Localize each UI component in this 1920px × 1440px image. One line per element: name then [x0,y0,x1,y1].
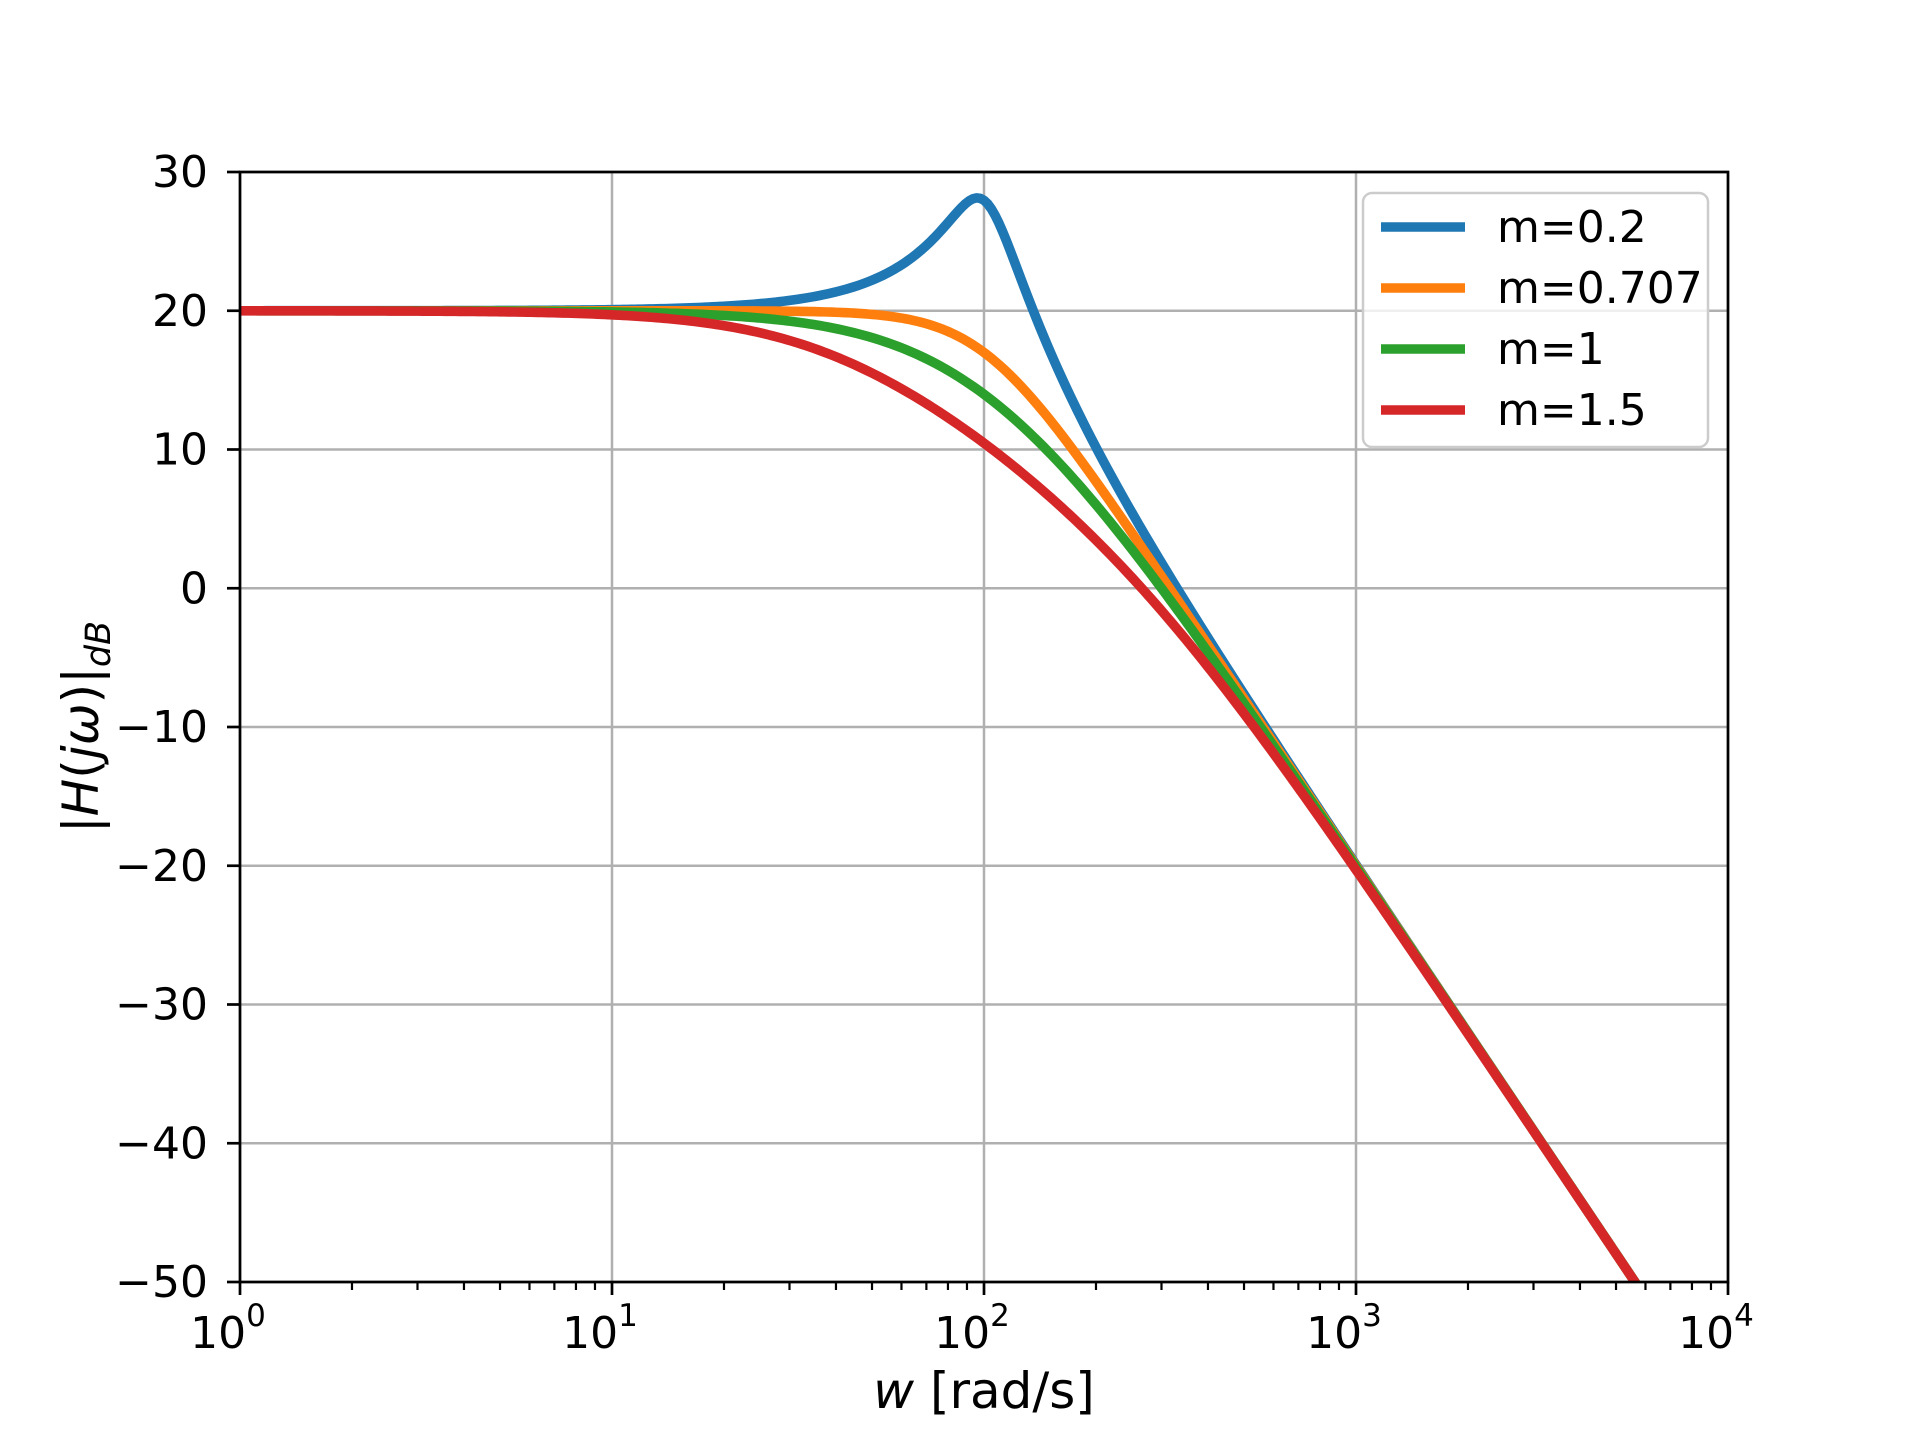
x-tick-label: 100 [190,1298,266,1359]
legend-label-m-1-5: m=1.5 [1497,385,1647,436]
legend-label-m-1: m=1 [1497,324,1605,375]
y-tick-label: 20 [152,286,208,337]
y-axis-label: |H(jω)|dB [52,621,119,833]
y-tick-label: 10 [152,425,208,476]
ticks [227,170,1730,1295]
curves [240,193,1641,1282]
x-tick-label: 104 [1678,1298,1754,1359]
curve-m-1-5 [240,305,1641,1282]
legend-frame [1361,191,1710,449]
x-axis-label: w [rad/s] [873,1362,1095,1420]
y-tick-label: 30 [152,147,208,198]
y-tick-label: −50 [115,1257,208,1308]
x-tick-label: 102 [934,1298,1010,1359]
x-tick-label: 103 [1306,1298,1382,1359]
legend-label-m-0-707: m=0.707 [1497,263,1703,314]
legend-label-m-0-2: m=0.2 [1497,202,1647,253]
x-tick-label: 101 [562,1298,638,1359]
y-tick-label: −30 [115,980,208,1031]
y-tick-label: 0 [180,563,208,614]
y-tick-label: −20 [115,841,208,892]
legend: m=0.2 m=0.707 m=1 m=1.5 [1361,191,1710,449]
y-tick-label: −40 [115,1118,208,1169]
y-tick-label: −10 [115,702,208,753]
